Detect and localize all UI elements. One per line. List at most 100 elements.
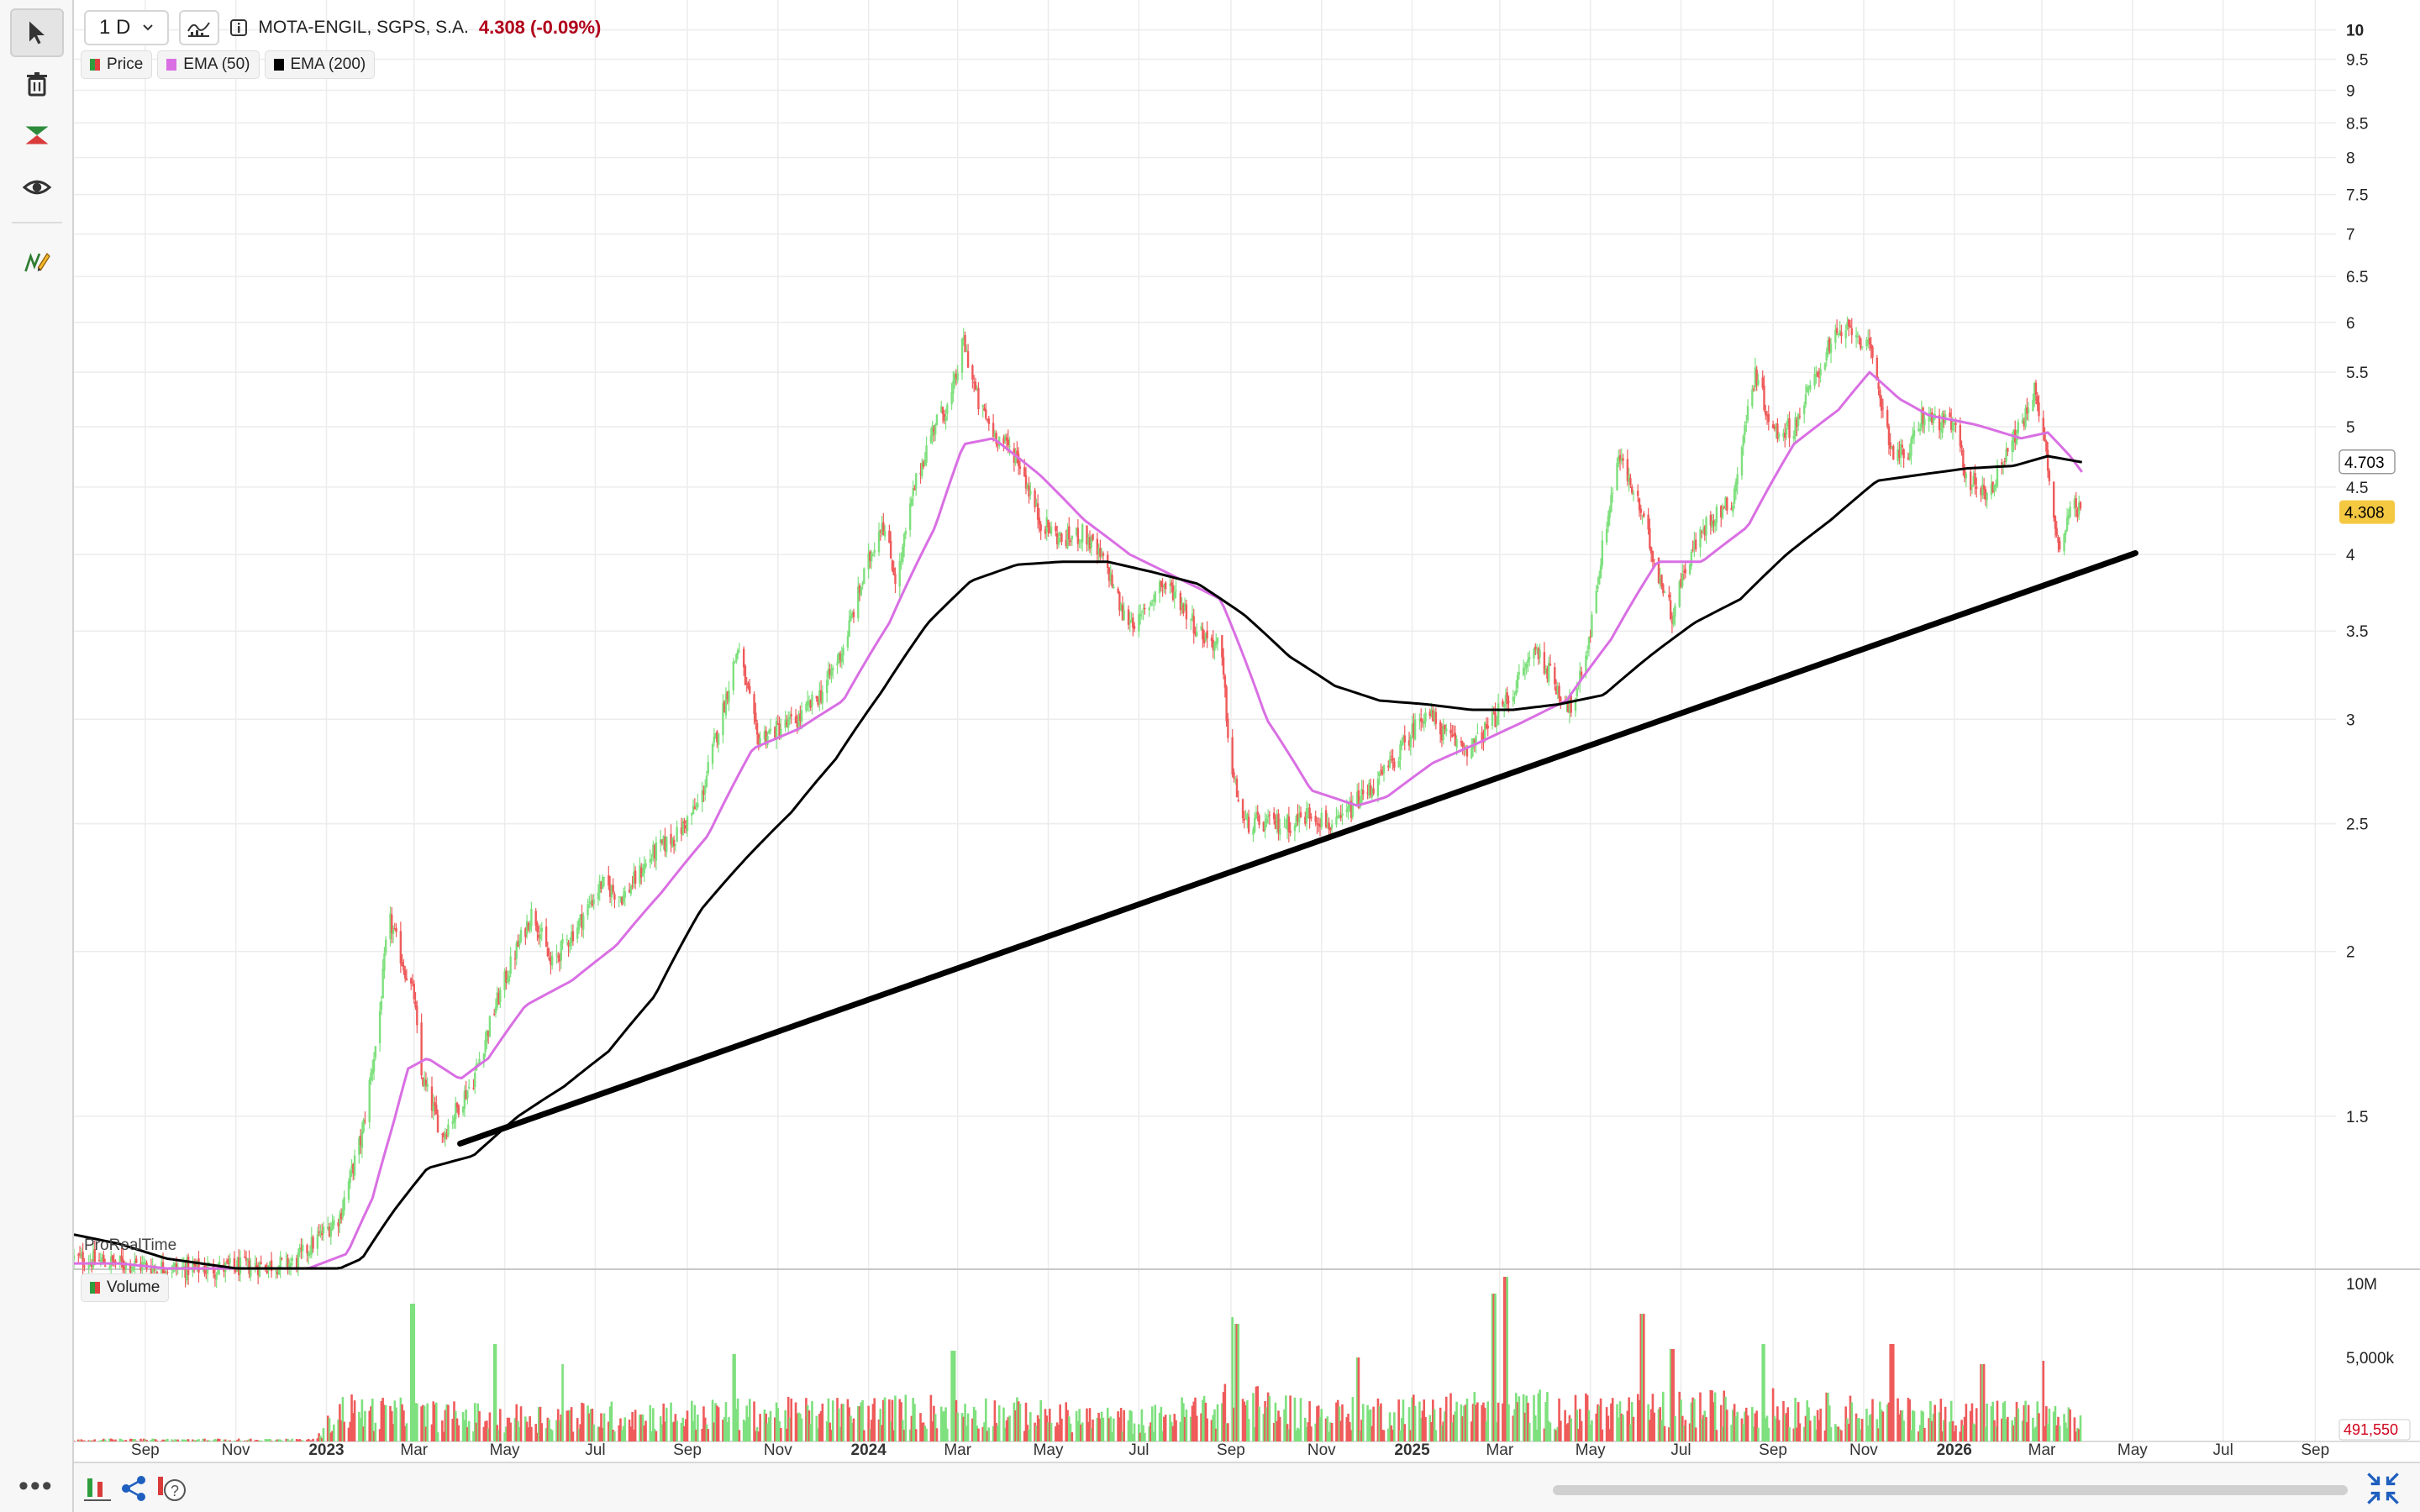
volume-bar-down — [2044, 1425, 2046, 1441]
volume-bar-up — [555, 1420, 558, 1441]
zigzag-pattern-icon[interactable] — [10, 111, 64, 160]
candle-down — [1451, 734, 1454, 738]
volume-bar-down — [1610, 1403, 1612, 1441]
candle-up — [915, 473, 918, 489]
volume-bar-up — [1428, 1415, 1432, 1441]
candle-down — [1907, 457, 1910, 459]
volume-bar-up — [908, 1429, 912, 1441]
drawing-pencil-icon[interactable] — [10, 237, 64, 286]
candle-down — [1549, 664, 1552, 666]
candle-up — [250, 1267, 252, 1277]
candle-down — [1005, 437, 1008, 441]
candle-up — [830, 669, 833, 676]
volume-bar-up — [1366, 1404, 1369, 1441]
chart-canvas[interactable]: 1.522.533.544.555.566.577.588.599.5104.7… — [74, 0, 2420, 1462]
candle-up — [940, 406, 943, 413]
volume-bar-up — [1991, 1401, 1994, 1441]
candle-down — [1171, 582, 1173, 586]
candle-down — [1848, 319, 1850, 327]
candle-up — [898, 561, 901, 587]
candle-down — [339, 1212, 343, 1220]
volume-bar-up — [416, 1403, 418, 1441]
volume-bar-down — [478, 1410, 481, 1441]
volume-bar-up — [767, 1417, 771, 1441]
help-icon[interactable]: ? — [155, 1472, 188, 1505]
candle-up — [182, 1266, 185, 1268]
candle-down — [103, 1255, 105, 1263]
volume-bar-up — [1463, 1405, 1465, 1441]
candle-down — [1643, 513, 1645, 517]
more-tools-button[interactable]: ••• — [18, 1470, 54, 1502]
volume-bar-up — [1258, 1406, 1260, 1441]
eye-icon[interactable] — [10, 163, 64, 212]
candle-up — [506, 979, 509, 982]
volume-bar-up — [1943, 1420, 1945, 1441]
volume-bar-down — [297, 1439, 300, 1441]
share-icon[interactable] — [118, 1472, 151, 1505]
candle-up — [902, 533, 906, 548]
time-scrollbar[interactable] — [1553, 1485, 2348, 1495]
volume-bar-up — [1388, 1412, 1392, 1441]
volume-bar-up — [883, 1397, 886, 1441]
candle-down — [1761, 377, 1764, 388]
candle-up — [705, 775, 708, 788]
volume-bar-down — [830, 1430, 833, 1441]
volume-bar-up — [1539, 1389, 1541, 1441]
candle-up — [902, 546, 904, 562]
volume-bar-up — [1922, 1411, 1924, 1441]
chart-area[interactable]: 1.5 2 2.5 3 3.5 4 4.5 5 5.5 6 6.5 7 7.5 8 8.5 9 9.5 10 4.7… — [74, 0, 2420, 1462]
volume-bar-up — [266, 1439, 269, 1441]
volume-bar-down — [1565, 1424, 1568, 1441]
candle-down — [1096, 538, 1099, 555]
interval-selector[interactable]: 1 D — [84, 10, 170, 45]
candle-down — [1796, 419, 1798, 427]
candle-down — [276, 1271, 279, 1274]
time-tick-label: 2024 — [851, 1441, 887, 1459]
volume-bar-down — [995, 1423, 997, 1441]
volume-bar-down — [601, 1427, 604, 1441]
legend-price[interactable]: Price — [81, 50, 153, 79]
candle-up — [269, 1261, 271, 1267]
candle-up — [1601, 540, 1604, 566]
collapse-icon[interactable] — [2365, 1470, 2402, 1507]
chart-type-icon[interactable] — [81, 1472, 114, 1505]
volume-bar-up — [1815, 1429, 1818, 1441]
volume-bar-up — [653, 1429, 656, 1441]
candle-up — [592, 899, 595, 904]
candle-up — [832, 667, 834, 670]
candle-down — [1969, 471, 1972, 491]
volume-bar-down — [570, 1407, 573, 1441]
candle-down — [1357, 790, 1360, 808]
time-tick-label: Sep — [131, 1441, 160, 1459]
legend-ema50[interactable]: EMA (50) — [157, 50, 260, 79]
indicators-button[interactable] — [179, 10, 220, 45]
volume-bar-down — [432, 1401, 435, 1441]
candle-down — [256, 1266, 260, 1276]
volume-bar-down — [1444, 1396, 1448, 1441]
candle-up — [1672, 615, 1675, 625]
volume-bar-up — [197, 1439, 200, 1441]
candle-down — [1366, 792, 1369, 794]
candle-down — [441, 1134, 444, 1136]
candle-down — [1694, 539, 1697, 550]
candle-up — [877, 531, 881, 553]
candle-down — [1256, 811, 1259, 815]
candle-up — [478, 1058, 481, 1065]
time-tick-label: Jul — [1670, 1441, 1691, 1459]
price-tick-label: 2.5 — [2346, 816, 2368, 834]
volume-bar-up — [2021, 1420, 2024, 1441]
candle-up — [1252, 829, 1255, 835]
trash-icon[interactable] — [10, 60, 64, 109]
volume-bar-down — [581, 1402, 583, 1441]
candle-up — [2024, 407, 2027, 428]
candle-down — [1626, 459, 1629, 481]
candle-up — [360, 1131, 364, 1148]
volume-bar-down — [1175, 1420, 1177, 1441]
legend-ema50-label: EMA (50) — [183, 55, 250, 73]
info-icon[interactable] — [229, 18, 248, 37]
candle-down — [829, 669, 831, 675]
candle-down — [1111, 575, 1113, 587]
cursor-icon[interactable] — [10, 8, 64, 57]
legend-ema200[interactable]: EMA (200) — [264, 50, 376, 79]
legend-volume[interactable]: Volume — [81, 1273, 170, 1302]
